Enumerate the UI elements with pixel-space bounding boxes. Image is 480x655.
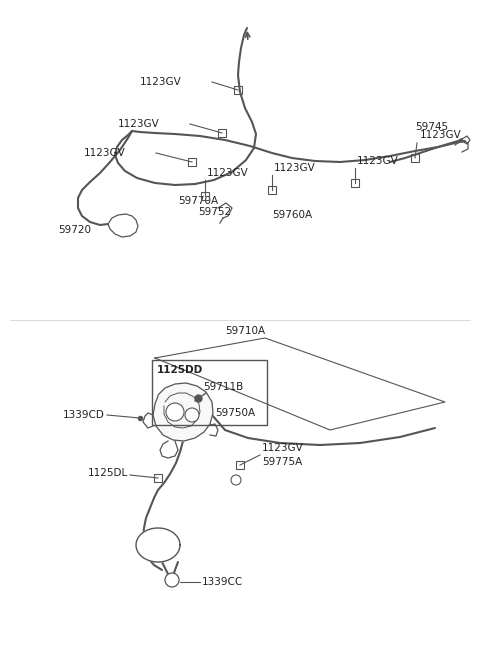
Text: 1123GV: 1123GV bbox=[140, 77, 182, 87]
Circle shape bbox=[231, 475, 241, 485]
Polygon shape bbox=[153, 383, 213, 441]
Text: 1123GV: 1123GV bbox=[420, 130, 462, 140]
Polygon shape bbox=[136, 528, 180, 562]
Circle shape bbox=[165, 573, 179, 587]
Text: 1123GV: 1123GV bbox=[274, 163, 316, 173]
Text: 59752: 59752 bbox=[198, 207, 231, 217]
Circle shape bbox=[166, 403, 184, 421]
Text: 59720: 59720 bbox=[58, 225, 91, 235]
Text: 1123GV: 1123GV bbox=[84, 148, 126, 158]
Text: 1123GV: 1123GV bbox=[207, 168, 249, 178]
Circle shape bbox=[185, 408, 199, 422]
Text: 59710A: 59710A bbox=[225, 326, 265, 336]
Text: 59745: 59745 bbox=[415, 122, 448, 132]
Bar bbox=[152, 360, 267, 425]
Text: 59711B: 59711B bbox=[203, 382, 243, 392]
Text: 1123GV: 1123GV bbox=[262, 443, 304, 453]
Text: 1125DD: 1125DD bbox=[157, 365, 203, 375]
Text: 1123GV: 1123GV bbox=[118, 119, 160, 129]
Text: 1339CC: 1339CC bbox=[202, 577, 243, 587]
Polygon shape bbox=[108, 214, 138, 237]
Text: 59775A: 59775A bbox=[262, 457, 302, 467]
Text: 1125DL: 1125DL bbox=[88, 468, 128, 478]
Text: 59750A: 59750A bbox=[215, 408, 255, 418]
Text: 1339CD: 1339CD bbox=[63, 410, 105, 420]
Text: 59770A: 59770A bbox=[178, 196, 218, 206]
Text: 1123GV: 1123GV bbox=[357, 156, 399, 166]
Text: 59760A: 59760A bbox=[272, 210, 312, 220]
